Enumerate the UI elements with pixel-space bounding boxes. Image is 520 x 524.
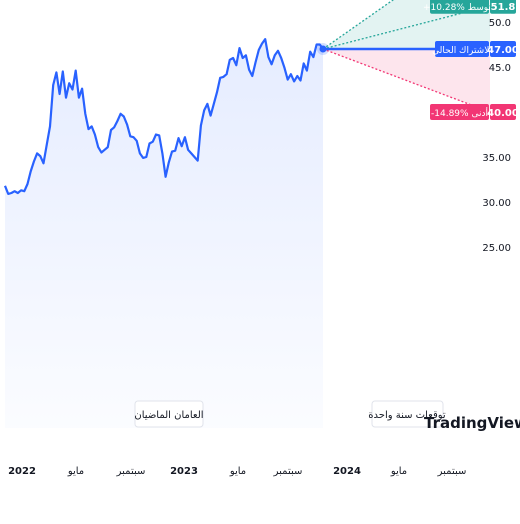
y-tick-label: 45.0 [489,63,511,74]
x-tick-label: 2023 [170,466,198,477]
forecast-min-tag-text: -14.89% أدنى [431,107,488,119]
forecast-average-value-box [490,0,516,14]
x-tick-label: سبتمبر [116,466,146,477]
forecast-min-tag [430,104,489,120]
forecast-range-label: توقعات سنة واحدة [368,410,446,421]
x-tick-label: سبتمبر [437,466,467,477]
forecast-min-line [322,48,491,113]
x-tick-label: مايو [390,466,407,477]
y-tick-label: 35.00 [482,153,511,164]
forecast-min-value-box [490,104,516,120]
current-value: 47.00 [487,45,519,56]
current-tag [435,41,489,57]
current-value-box [490,41,516,57]
y-tick-label: 50.0 [489,18,511,29]
x-tick-label: مايو [67,466,84,477]
current-tag-text: الاشتراك الحالي [432,46,492,56]
forecast-average-tag [430,0,489,14]
x-tick-label: سبتمبر [273,466,303,477]
price-history-line [3,38,324,195]
forecast-max-line [322,0,395,50]
forecast-average-tag-text: +10.28% متوسط [423,3,496,13]
history-area-fill [5,39,323,428]
tradingview-logo-text: TradingView [424,414,520,432]
history-range-label: العامان الماضيان [134,410,203,421]
y-tick-label: 30.00 [482,198,511,209]
forecast-average-value: 51.8 [491,2,516,13]
y-tick-label: 25.00 [482,243,511,254]
x-tick-label: 2022 [8,466,36,477]
x-tick-label: 2024 [333,466,361,477]
x-tick-label: مايو [229,466,246,477]
forecast-range-box [371,400,444,428]
history-range-box [134,400,204,428]
forecast-min-value: 40.00 [487,108,519,119]
forecast-average-line [322,5,491,50]
